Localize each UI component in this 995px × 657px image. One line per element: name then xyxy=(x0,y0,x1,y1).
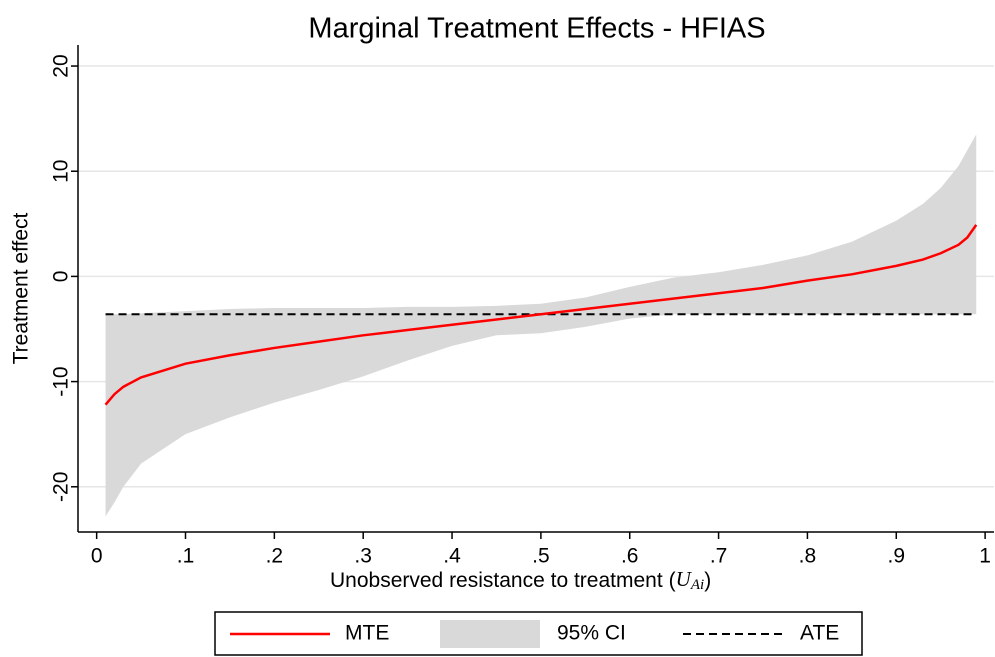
x-tick-label: .2 xyxy=(266,545,284,568)
y-tick-label: -20 xyxy=(50,472,73,502)
y-axis-label: Treatment effect xyxy=(10,212,33,364)
ci-band xyxy=(105,134,977,517)
legend-label: MTE xyxy=(345,622,389,645)
legend-label: 95% CI xyxy=(557,622,626,645)
mte-line xyxy=(104,224,978,406)
legend-swatch xyxy=(440,620,540,648)
x-tick-label: 1 xyxy=(979,545,991,568)
x-axis-label: Unobserved resistance to treatment (UAi) xyxy=(330,567,711,594)
y-tick-label: 10 xyxy=(50,160,73,183)
x-tick-label: .8 xyxy=(799,545,817,568)
x-axis-label-text: Unobserved resistance to treatment xyxy=(330,569,663,592)
chart-title: Marginal Treatment Effects - HFIAS xyxy=(308,13,765,45)
y-tick-label: 0 xyxy=(50,271,73,283)
x-tick-label: .9 xyxy=(888,545,906,568)
x-tick-label: .6 xyxy=(621,545,639,568)
x-tick-label: .5 xyxy=(532,545,550,568)
x-axis-label-close: ) xyxy=(704,569,711,592)
x-axis-label-symbol: U xyxy=(676,567,693,591)
x-tick-label: .7 xyxy=(710,545,728,568)
y-tick-label: 20 xyxy=(50,54,73,77)
x-tick-label: .1 xyxy=(177,545,195,568)
y-tick-label: -10 xyxy=(50,366,73,396)
x-tick-label: 0 xyxy=(91,545,103,568)
x-tick-label: .4 xyxy=(443,545,461,568)
x-tick-label: .3 xyxy=(354,545,372,568)
x-axis-label-subscript: Ai xyxy=(690,577,704,593)
x-axis-label-open: ( xyxy=(669,569,676,592)
legend-label: ATE xyxy=(800,622,839,645)
